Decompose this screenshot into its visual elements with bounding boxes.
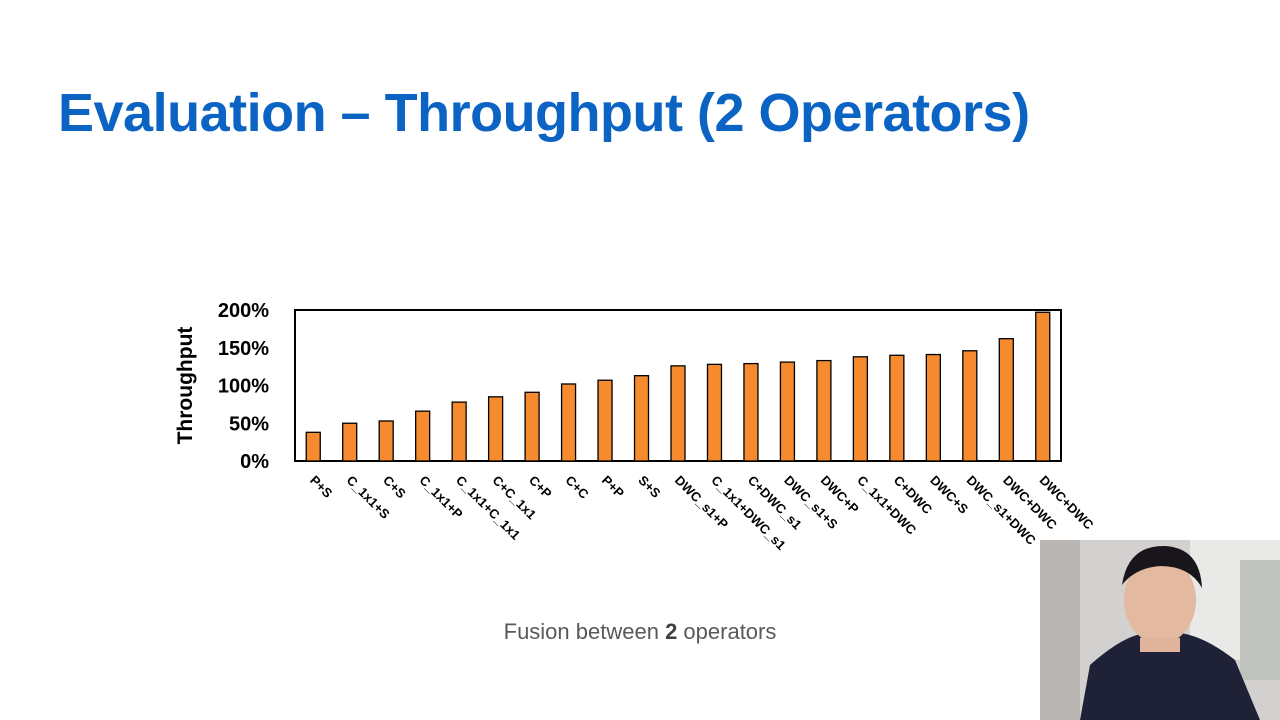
slide-title: Evaluation – Throughput (2 Operators) <box>58 83 1030 143</box>
bar <box>743 362 759 462</box>
bar <box>487 396 504 462</box>
y-tick-label: 150% <box>218 338 269 360</box>
bar <box>816 359 832 462</box>
bar <box>779 361 796 462</box>
webcam-overlay <box>1040 540 1280 720</box>
bar <box>378 420 394 462</box>
bar <box>342 422 358 462</box>
y-tick-label: 100% <box>218 376 269 398</box>
figure-caption: Fusion between 2 operators <box>0 619 1280 645</box>
bar <box>524 391 540 462</box>
bar <box>706 363 723 462</box>
x-tick-label: P+S <box>307 473 335 501</box>
y-tick-label: 200% <box>218 300 269 322</box>
x-tick-label: P+P <box>599 473 627 501</box>
y-tick-label: 0% <box>240 451 269 473</box>
bar <box>633 375 650 462</box>
bar <box>1035 311 1051 462</box>
bar <box>305 431 321 462</box>
bar <box>670 365 686 462</box>
bar <box>597 379 613 462</box>
caption-prefix: Fusion between <box>503 619 666 644</box>
x-tick-label: DWC+S <box>927 473 971 517</box>
x-tick-label: C+S <box>380 473 409 502</box>
y-tick-label: 50% <box>229 413 269 435</box>
bar <box>451 401 467 462</box>
presenter-video <box>1040 540 1280 720</box>
bar <box>415 410 431 462</box>
bar <box>998 338 1014 462</box>
bar <box>852 356 869 462</box>
bar <box>962 350 978 462</box>
bar <box>560 383 577 462</box>
bar <box>925 353 941 462</box>
bar <box>889 354 905 462</box>
caption-suffix: operators <box>677 619 777 644</box>
x-tick-label: S+S <box>635 473 663 501</box>
caption-bold: 2 <box>665 619 678 644</box>
x-tick-label: C+C <box>562 473 592 503</box>
y-axis-label: Throughput <box>174 327 197 445</box>
x-tick-label: C+P <box>526 473 555 502</box>
